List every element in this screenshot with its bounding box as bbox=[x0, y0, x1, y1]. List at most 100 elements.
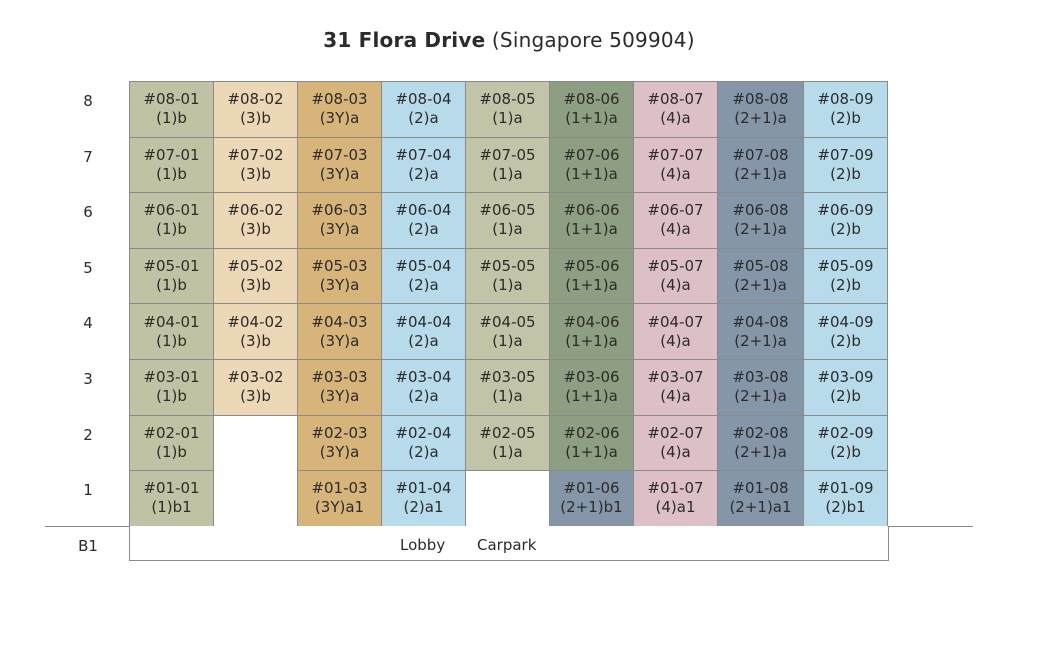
unit-cell: #01-03 (3Y)a1 bbox=[297, 470, 382, 527]
unit-number: #03-05 bbox=[479, 368, 536, 387]
unit-type: (1)b bbox=[156, 109, 187, 128]
unit-type: (1+1)a bbox=[565, 331, 618, 350]
unit-number: #04-09 bbox=[817, 312, 874, 331]
unit-type: (3Y)a bbox=[319, 164, 360, 183]
unit-cell: #08-08 (2+1)a bbox=[717, 81, 804, 138]
unit-type: (1+1)a bbox=[565, 276, 618, 295]
unit-type: (4)a bbox=[660, 109, 691, 128]
unit-number: #06-08 bbox=[732, 201, 789, 220]
unit-number: #07-02 bbox=[227, 145, 284, 164]
unit-cell: #08-09 (2)b bbox=[803, 81, 888, 138]
unit-type: (1)b bbox=[156, 220, 187, 239]
unit-type: (2+1)a bbox=[734, 331, 787, 350]
floor-label-3: 3 bbox=[83, 370, 93, 388]
unit-type: (2+1)a1 bbox=[729, 498, 792, 517]
unit-cell: #05-01 (1)b bbox=[129, 247, 214, 305]
unit-cell: #08-06 (1+1)a bbox=[549, 81, 634, 138]
floor-label-b1: B1 bbox=[78, 537, 98, 555]
unit-type: (3Y)a bbox=[319, 276, 360, 295]
carpark-label: Carpark bbox=[477, 536, 537, 554]
unit-type: (1)a bbox=[492, 109, 523, 128]
unit-number: #07-08 bbox=[732, 145, 789, 164]
unit-number: #04-08 bbox=[732, 312, 789, 331]
floor-label-6: 6 bbox=[83, 203, 93, 222]
unit-number: #06-05 bbox=[479, 201, 536, 220]
unit-number: #03-03 bbox=[311, 368, 368, 387]
unit-number: #02-04 bbox=[395, 423, 452, 442]
unit-number: #05-01 bbox=[143, 257, 200, 276]
unit-type: (1)a bbox=[492, 276, 523, 295]
unit-number: #08-05 bbox=[479, 90, 536, 109]
page-title: 31 Flora Drive (Singapore 509904) bbox=[0, 28, 1018, 52]
unit-cell: #06-05 (1)a bbox=[465, 192, 550, 249]
unit-cell: #05-07 (4)a bbox=[633, 247, 718, 305]
unit-cell: #08-07 (4)a bbox=[633, 81, 718, 138]
unit-number: #01-07 bbox=[647, 479, 704, 498]
unit-type: (2+1)a bbox=[734, 442, 787, 461]
unit-number: #07-06 bbox=[563, 145, 620, 164]
unit-type: (1)b bbox=[156, 387, 187, 406]
unit-type: (2)b bbox=[830, 220, 861, 239]
unit-cell: #03-07 (4)a bbox=[633, 359, 718, 416]
unit-cell: #05-02 (3)b bbox=[213, 247, 298, 305]
unit-number: #01-01 bbox=[143, 479, 200, 498]
basement-row bbox=[129, 526, 889, 561]
unit-number: #03-08 bbox=[732, 368, 789, 387]
unit-cell: #06-02 (3)b bbox=[213, 192, 298, 249]
unit-cell: #04-05 (1)a bbox=[465, 303, 550, 360]
unit-cell: #04-01 (1)b bbox=[129, 303, 214, 360]
unit-type: (4)a bbox=[660, 442, 691, 461]
unit-type: (1+1)a bbox=[565, 387, 618, 406]
unit-cell: #06-09 (2)b bbox=[803, 192, 888, 249]
unit-number: #06-01 bbox=[143, 201, 200, 220]
unit-number: #03-09 bbox=[817, 368, 874, 387]
unit-number: #08-01 bbox=[143, 90, 200, 109]
unit-type: (3)b bbox=[240, 164, 271, 183]
unit-type: (1+1)a bbox=[565, 442, 618, 461]
floor-label-4: 4 bbox=[83, 314, 93, 333]
unit-cell: #03-03 (3Y)a bbox=[297, 359, 382, 416]
unit-number: #07-05 bbox=[479, 145, 536, 164]
unit-type: (3)b bbox=[240, 331, 271, 350]
unit-cell: #01-08 (2+1)a1 bbox=[717, 470, 804, 527]
unit-type: (3Y)a bbox=[319, 442, 360, 461]
unit-cell: #02-01 (1)b bbox=[129, 414, 214, 472]
unit-cell: #05-06 (1+1)a bbox=[549, 247, 634, 305]
unit-cell: #01-09 (2)b1 bbox=[803, 470, 888, 527]
unit-type: (2)a1 bbox=[403, 498, 444, 517]
unit-type: (1)a bbox=[492, 164, 523, 183]
unit-type: (3Y)a1 bbox=[314, 498, 365, 517]
unit-type: (2)a bbox=[408, 442, 439, 461]
unit-number: #05-04 bbox=[395, 257, 452, 276]
unit-number: #07-01 bbox=[143, 145, 200, 164]
unit-number: #02-05 bbox=[479, 423, 536, 442]
unit-type: (1)b bbox=[156, 164, 187, 183]
unit-number: #05-03 bbox=[311, 257, 368, 276]
unit-type: (1)a bbox=[492, 331, 523, 350]
unit-type: (1)a bbox=[492, 387, 523, 406]
unit-number: #07-09 bbox=[817, 145, 874, 164]
unit-cell: #07-09 (2)b bbox=[803, 136, 888, 194]
unit-cell: #07-08 (2+1)a bbox=[717, 136, 804, 194]
unit-cell: #01-04 (2)a1 bbox=[381, 470, 466, 527]
unit-number: #05-07 bbox=[647, 257, 704, 276]
unit-type: (3)b bbox=[240, 109, 271, 128]
unit-number: #02-08 bbox=[732, 423, 789, 442]
unit-number: #01-08 bbox=[732, 479, 789, 498]
unit-type: (1+1)a bbox=[565, 220, 618, 239]
unit-cell: #03-05 (1)a bbox=[465, 359, 550, 416]
floor-label-8: 8 bbox=[83, 92, 93, 110]
unit-number: #03-02 bbox=[227, 368, 284, 387]
unit-type: (1)a bbox=[492, 220, 523, 239]
title-postal-code: (Singapore 509904) bbox=[491, 28, 695, 52]
unit-type: (3Y)a bbox=[319, 220, 360, 239]
unit-number: #08-06 bbox=[563, 90, 620, 109]
lobby-label: Lobby bbox=[400, 536, 446, 554]
unit-cell: #07-05 (1)a bbox=[465, 136, 550, 194]
unit-type: (4)a1 bbox=[655, 498, 696, 517]
unit-cell: #04-02 (3)b bbox=[213, 303, 298, 360]
unit-number: #05-02 bbox=[227, 257, 284, 276]
unit-cell: #08-05 (1)a bbox=[465, 81, 550, 138]
unit-cell: #03-02 (3)b bbox=[213, 359, 298, 416]
unit-type: (3)b bbox=[240, 276, 271, 295]
